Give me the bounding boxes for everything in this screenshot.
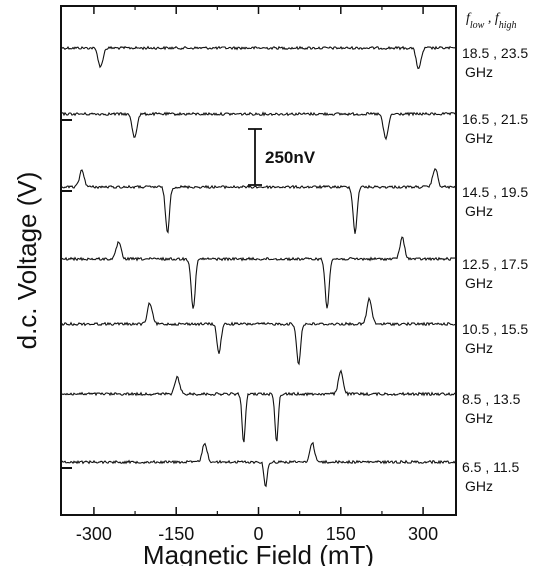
y-axis-title: d.c. Voltage (V) <box>12 172 42 350</box>
header-part: high <box>499 20 517 31</box>
trace-5 <box>61 369 456 443</box>
trace-freq-label: 10.5 , 15.5 <box>462 321 528 337</box>
trace-3 <box>61 236 456 309</box>
trace-4 <box>61 296 456 366</box>
x-tick-label: -300 <box>76 524 112 544</box>
x-tick-label: 300 <box>408 524 438 544</box>
axes <box>60 5 457 516</box>
frequency-header: flow , fhigh <box>466 11 517 31</box>
trace-unit-label: GHz <box>465 275 493 291</box>
header-part: , <box>484 11 495 26</box>
trace-freq-label: 6.5 , 11.5 <box>462 459 520 475</box>
trace-0 <box>61 45 455 70</box>
trace-6 <box>61 441 456 488</box>
labels: 18.5 , 23.5 GHz 16.5 , 21.5 GHz 14.5 , 19.5 G… <box>12 11 528 566</box>
trace-2 <box>61 168 456 234</box>
x-tick-label: -150 <box>158 524 194 544</box>
trace-unit-label: GHz <box>465 203 493 219</box>
scale-bar-label: 250nV <box>265 148 316 167</box>
header-part: f <box>495 11 501 26</box>
trace-freq-label: 16.5 , 21.5 <box>462 111 528 127</box>
trace-freq-label: 12.5 , 17.5 <box>462 256 528 272</box>
trace-unit-label: GHz <box>465 64 493 80</box>
header-part: low <box>470 20 485 31</box>
trace-unit-label: GHz <box>465 130 493 146</box>
trace-freq-label: 18.5 , 23.5 <box>462 45 528 61</box>
x-tick-label: 0 <box>253 524 263 544</box>
trace-freq-label: 14.5 , 19.5 <box>462 184 528 200</box>
trace-unit-label: GHz <box>465 340 493 356</box>
plot-frame <box>60 5 457 516</box>
x-axis-title: Magnetic Field (mT) <box>143 540 374 566</box>
trace-unit-label: GHz <box>465 478 493 494</box>
x-tick-label: 150 <box>326 524 356 544</box>
trace-unit-label: GHz <box>465 410 493 426</box>
traces <box>61 45 456 488</box>
header-part: f <box>466 11 472 26</box>
trace-1 <box>61 111 456 141</box>
trace-freq-label: 8.5 , 13.5 <box>462 391 521 407</box>
